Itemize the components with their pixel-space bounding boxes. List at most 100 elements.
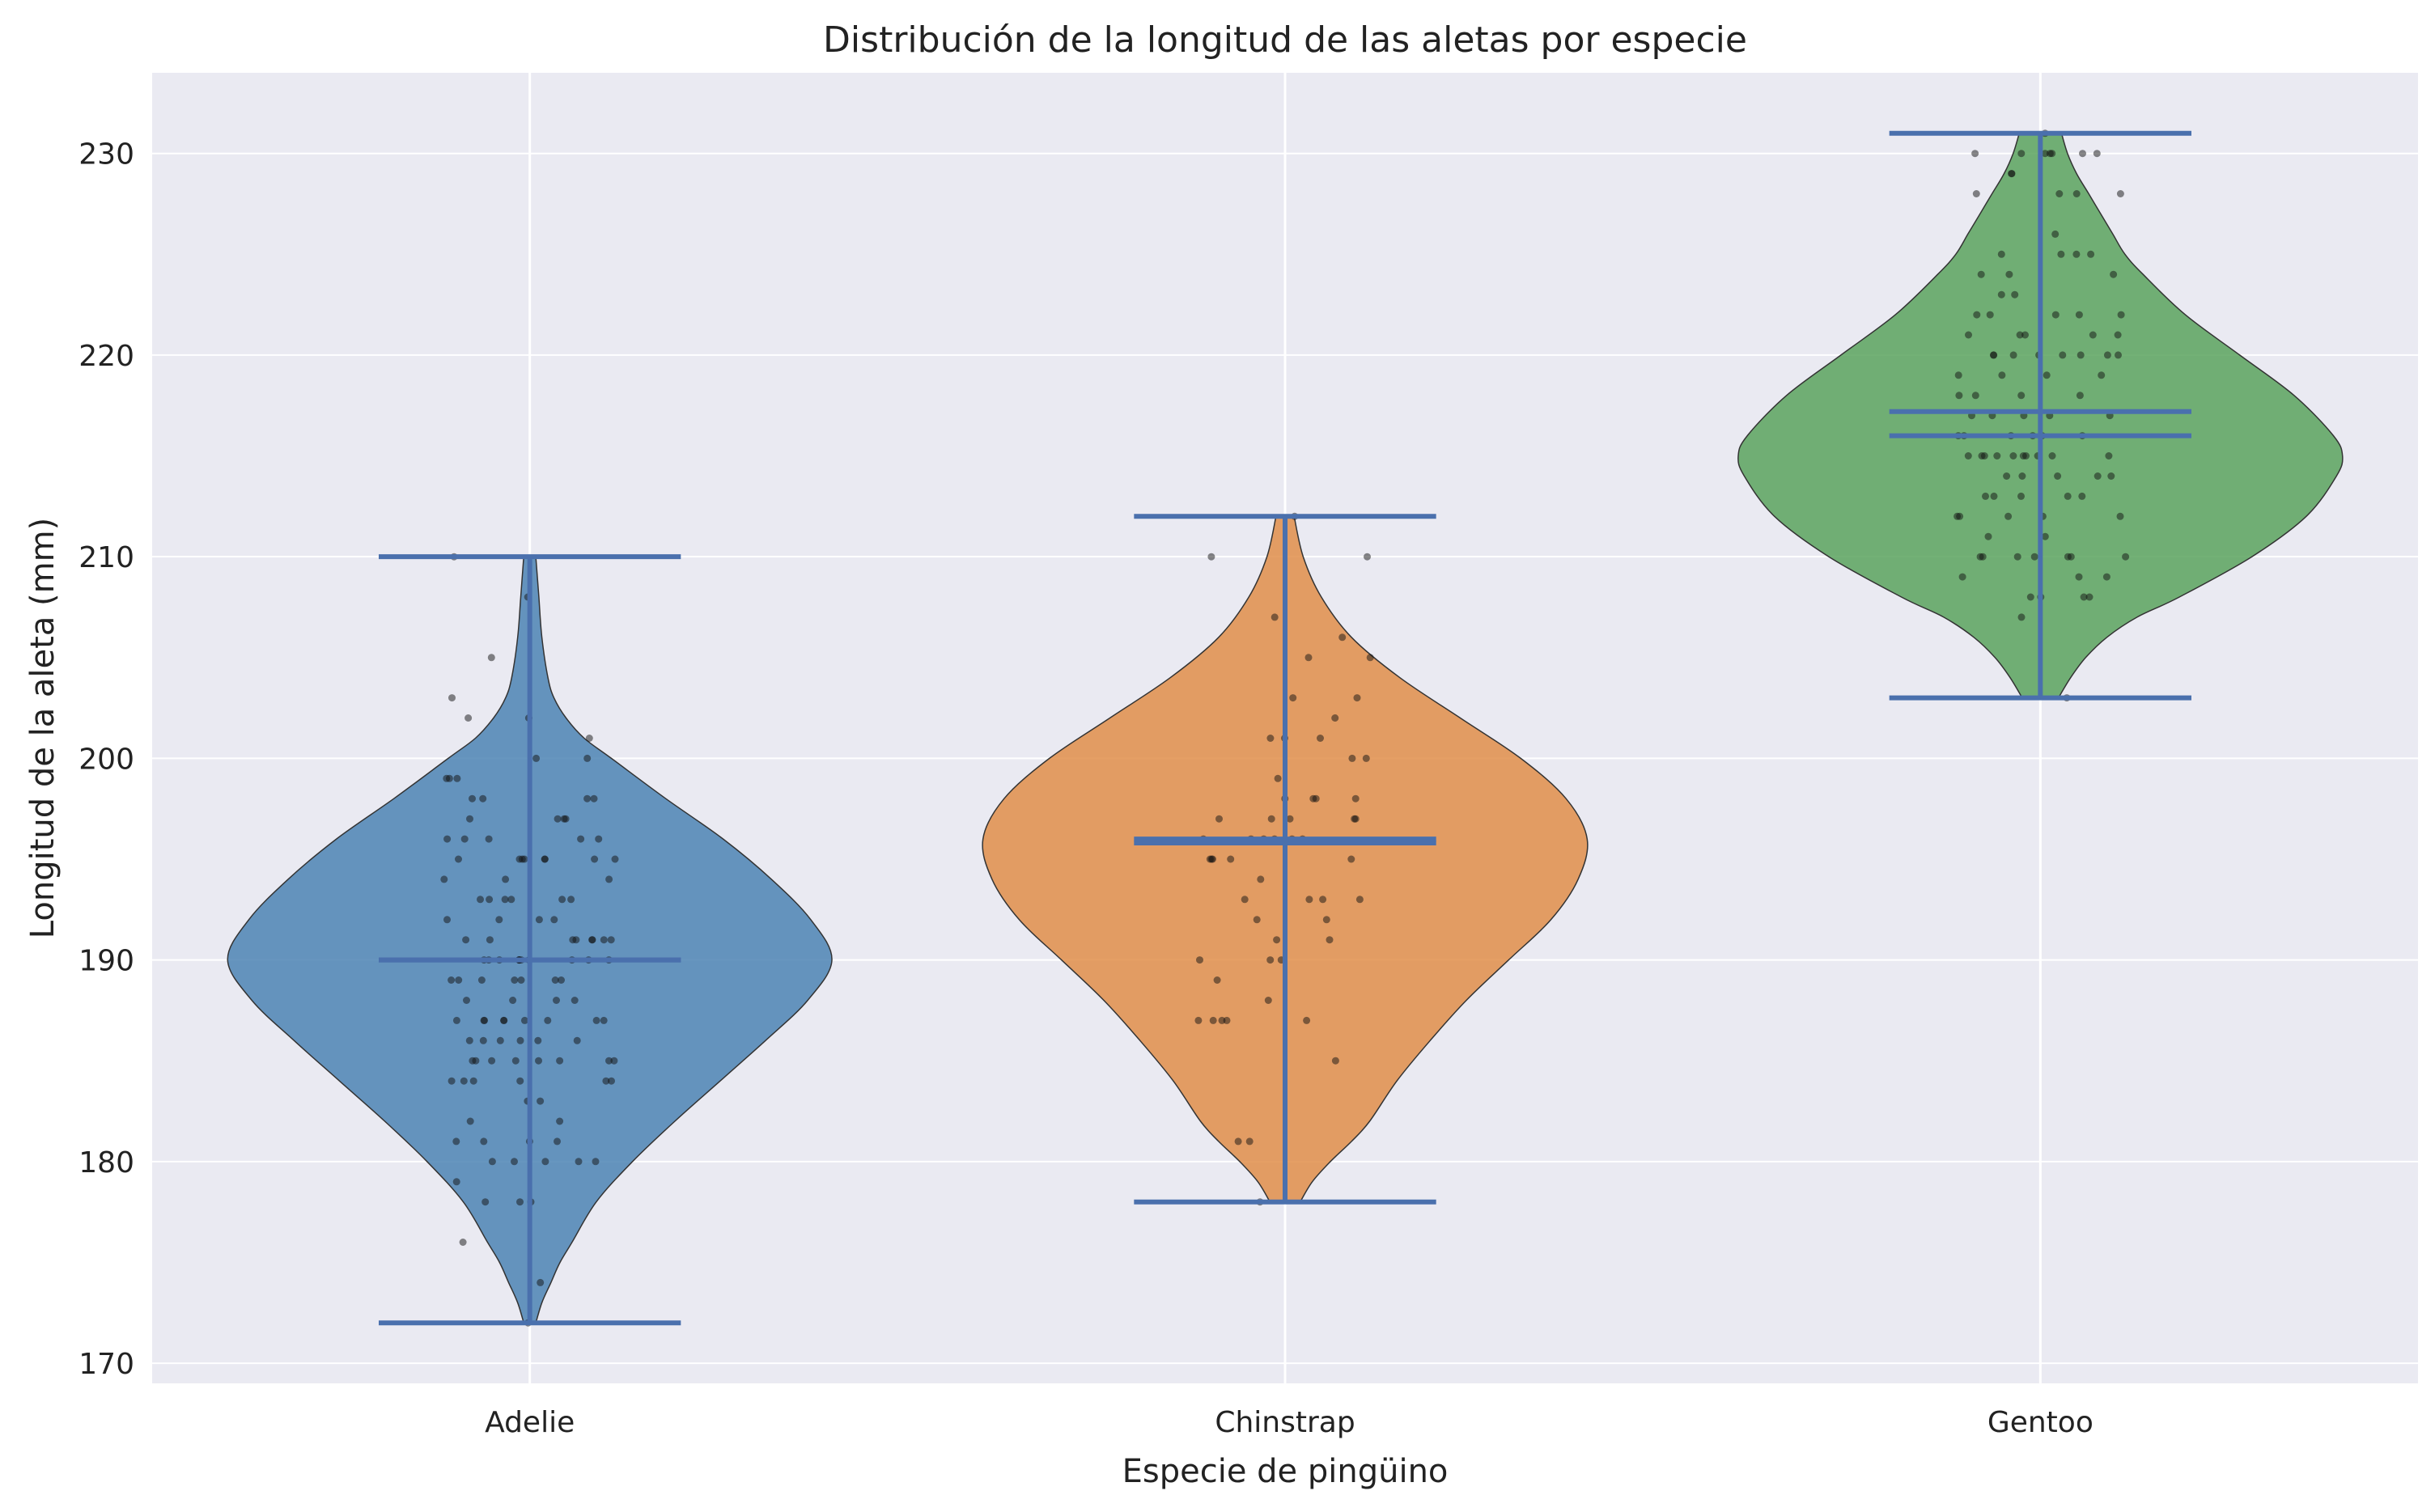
- data-point: [2107, 472, 2115, 480]
- data-point: [452, 1178, 460, 1186]
- data-point: [2077, 351, 2085, 359]
- data-point: [556, 1117, 564, 1125]
- data-point: [2072, 190, 2081, 197]
- data-point: [507, 896, 515, 904]
- data-point: [2075, 573, 2083, 581]
- data-point: [1253, 916, 1261, 924]
- data-point: [1982, 492, 1989, 500]
- data-point: [1965, 331, 1972, 339]
- data-point: [2079, 150, 2086, 158]
- data-point: [2116, 190, 2124, 197]
- data-point: [1362, 754, 1370, 762]
- data-point: [2004, 512, 2013, 520]
- data-point: [610, 1057, 618, 1065]
- data-point: [558, 976, 565, 984]
- data-point: [608, 1077, 615, 1085]
- data-point: [2013, 553, 2021, 561]
- data-point: [2009, 351, 2017, 359]
- data-point: [600, 1016, 608, 1024]
- y-tick-label: 170: [78, 1348, 134, 1381]
- data-point: [1223, 1016, 1231, 1024]
- x-tick-label: Adelie: [485, 1406, 575, 1439]
- data-point: [2016, 331, 2024, 339]
- data-point: [2114, 331, 2122, 339]
- data-point: [1207, 553, 1215, 561]
- data-point: [1206, 855, 1214, 863]
- data-point: [1351, 794, 1360, 803]
- data-point: [1266, 735, 1275, 742]
- data-point: [535, 916, 543, 924]
- data-point: [590, 794, 598, 803]
- data-point: [2078, 492, 2086, 500]
- data-point: [2103, 351, 2111, 359]
- data-point: [553, 997, 560, 1004]
- data-point: [1304, 654, 1313, 662]
- data-point: [1289, 694, 1297, 702]
- data-point: [1971, 150, 1979, 158]
- data-point: [560, 815, 568, 823]
- data-point: [460, 1077, 468, 1085]
- data-point: [2110, 270, 2118, 278]
- x-tick-label: Chinstrap: [1215, 1406, 1355, 1439]
- data-point: [496, 1036, 504, 1044]
- data-point: [488, 1057, 496, 1065]
- data-point: [495, 916, 503, 924]
- data-point: [2043, 371, 2051, 379]
- data-point: [1977, 270, 1985, 278]
- data-point: [541, 1158, 549, 1166]
- data-point: [455, 976, 463, 984]
- data-point: [2048, 150, 2056, 158]
- data-point: [537, 1097, 545, 1105]
- data-point: [1267, 815, 1275, 823]
- y-axis-label: Longitud de la aleta (mm): [24, 518, 62, 938]
- data-point: [509, 997, 517, 1004]
- data-point: [500, 1016, 507, 1024]
- data-point: [556, 1057, 564, 1065]
- data-point: [1978, 452, 1986, 460]
- data-point: [1990, 492, 1998, 500]
- chart-title: Distribución de la longitud de las aleta…: [823, 19, 1747, 61]
- data-point: [607, 936, 615, 944]
- data-point: [595, 835, 603, 843]
- data-point: [1993, 452, 2001, 460]
- data-point: [1326, 936, 1334, 944]
- x-tick-labels: Adelie Chinstrap Gentoo: [485, 1406, 2094, 1439]
- data-point: [1245, 1137, 1254, 1146]
- data-point: [2105, 452, 2113, 460]
- y-tick-label: 180: [78, 1146, 134, 1180]
- data-point: [541, 855, 549, 863]
- data-point: [2017, 150, 2026, 158]
- data-point: [1997, 290, 2005, 299]
- data-point: [511, 1057, 520, 1065]
- data-point: [453, 774, 461, 782]
- data-point: [485, 835, 493, 843]
- data-point: [591, 855, 599, 863]
- data-point: [517, 976, 525, 984]
- data-point: [1194, 1016, 1203, 1024]
- data-point: [469, 1077, 477, 1085]
- data-point: [462, 936, 470, 944]
- data-point: [2021, 331, 2029, 339]
- data-point: [2003, 472, 2011, 480]
- data-point: [1998, 371, 2006, 379]
- data-point: [479, 1036, 487, 1044]
- data-point: [554, 1137, 561, 1146]
- data-point: [1956, 512, 1964, 520]
- data-point: [1954, 371, 1962, 379]
- data-point: [1989, 351, 1997, 359]
- data-point: [1317, 735, 1324, 742]
- data-point: [600, 936, 608, 944]
- data-point: [1955, 392, 1963, 400]
- data-point: [520, 1016, 528, 1024]
- data-point: [1227, 855, 1235, 863]
- data-point: [480, 1016, 488, 1024]
- data-point: [2098, 371, 2106, 379]
- data-point: [481, 1198, 490, 1206]
- data-point: [2116, 512, 2124, 520]
- data-point: [573, 1036, 581, 1044]
- data-point: [2055, 190, 2064, 197]
- data-point: [1986, 311, 1994, 319]
- data-point: [1319, 896, 1327, 904]
- data-point: [487, 654, 495, 662]
